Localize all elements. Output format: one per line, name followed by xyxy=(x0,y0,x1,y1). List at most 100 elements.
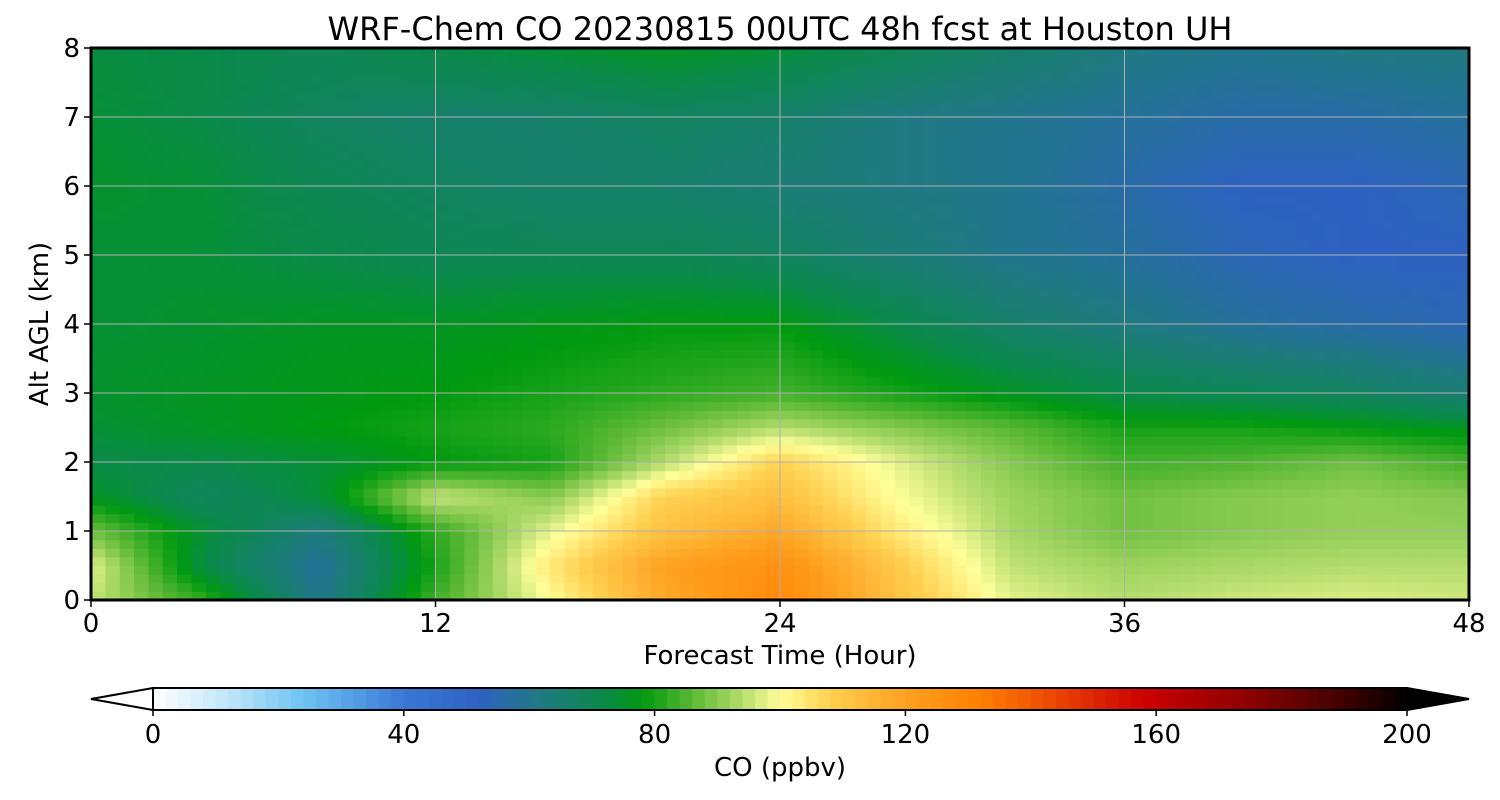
heatmap-cell xyxy=(478,582,494,592)
heatmap-cell xyxy=(378,56,394,66)
heatmap-cell xyxy=(378,168,394,178)
heatmap-cell xyxy=(923,237,939,247)
heatmap-cell xyxy=(1009,479,1025,489)
heatmap-cell xyxy=(550,65,566,75)
heatmap-cell xyxy=(1124,186,1140,196)
plot-area xyxy=(89,46,1471,602)
heatmap-cell xyxy=(1067,255,1083,265)
heatmap-cell xyxy=(105,470,121,480)
heatmap-cell xyxy=(550,332,566,342)
heatmap-cell xyxy=(909,56,925,66)
heatmap-cell xyxy=(507,306,523,316)
heatmap-cell xyxy=(550,513,566,523)
heatmap-cell xyxy=(722,255,738,265)
heatmap-cell xyxy=(277,496,293,506)
heatmap-cell xyxy=(665,341,681,351)
heatmap-cell xyxy=(679,306,695,316)
heatmap-cell xyxy=(909,341,925,351)
heatmap-cell xyxy=(665,556,681,567)
heatmap-cell xyxy=(464,203,480,213)
heatmap-cell xyxy=(320,298,336,308)
heatmap-cell xyxy=(837,272,853,282)
heatmap-cell xyxy=(105,496,121,506)
heatmap-cell xyxy=(736,548,752,558)
heatmap-cell xyxy=(521,82,537,92)
heatmap-cell xyxy=(579,272,594,282)
heatmap-cell xyxy=(923,358,939,368)
heatmap-cell xyxy=(1167,91,1183,101)
heatmap-cell xyxy=(550,384,566,394)
heatmap-cell xyxy=(521,341,537,351)
heatmap-cell xyxy=(148,556,164,567)
heatmap-cell xyxy=(765,470,781,480)
heatmap-cell xyxy=(1038,487,1054,498)
heatmap-cell xyxy=(478,539,494,549)
heatmap-cell xyxy=(507,289,523,299)
heatmap-cell xyxy=(794,496,810,506)
heatmap-cell xyxy=(1081,203,1097,213)
heatmap-cell xyxy=(966,289,982,299)
heatmap-cell xyxy=(1095,117,1111,127)
heatmap-cell xyxy=(679,574,695,584)
heatmap-cell xyxy=(148,246,164,256)
heatmap-cell xyxy=(507,246,523,256)
heatmap-cell xyxy=(650,591,666,601)
heatmap-cell xyxy=(1153,418,1169,429)
heatmap-cell xyxy=(134,574,150,584)
heatmap-cell xyxy=(449,65,465,75)
heatmap-cell xyxy=(406,56,422,66)
heatmap-cell xyxy=(736,470,752,480)
heatmap-cell xyxy=(248,186,264,196)
heatmap-cell xyxy=(1138,522,1154,532)
heatmap-cell xyxy=(535,539,551,549)
heatmap-cell xyxy=(406,367,422,377)
heatmap-cell xyxy=(1196,280,1212,291)
heatmap-cell xyxy=(607,358,623,368)
heatmap-cell xyxy=(837,125,853,135)
heatmap-cell xyxy=(91,142,106,153)
heatmap-cell xyxy=(564,487,580,498)
heatmap-cell xyxy=(607,548,623,558)
heatmap-cell xyxy=(837,289,853,299)
heatmap-cell xyxy=(191,505,207,515)
heatmap-cell xyxy=(406,332,422,342)
heatmap-cell xyxy=(1067,367,1083,377)
heatmap-cell xyxy=(622,574,638,584)
heatmap-cell xyxy=(234,462,250,472)
heatmap-cell xyxy=(952,134,968,144)
heatmap-cell xyxy=(134,315,150,325)
heatmap-cell xyxy=(492,142,508,153)
heatmap-cell xyxy=(248,444,264,454)
heatmap-cell xyxy=(751,539,767,549)
heatmap-cell xyxy=(191,418,207,429)
heatmap-cell xyxy=(980,513,996,523)
heatmap-cell xyxy=(119,151,135,161)
heatmap-cell xyxy=(105,194,121,204)
heatmap-cell xyxy=(1009,315,1025,325)
heatmap-cell xyxy=(277,367,293,377)
heatmap-cell xyxy=(435,375,451,385)
heatmap-cell xyxy=(550,522,566,532)
heatmap-cell xyxy=(851,142,867,153)
heatmap-cell xyxy=(105,298,121,308)
heatmap-cell xyxy=(363,125,379,135)
heatmap-cell xyxy=(521,73,537,84)
heatmap-cell xyxy=(966,436,982,446)
heatmap-cell xyxy=(794,427,810,437)
heatmap-cell xyxy=(363,513,379,523)
heatmap-cell xyxy=(335,539,350,549)
heatmap-cell xyxy=(220,246,236,256)
heatmap-cell xyxy=(966,315,982,325)
heatmap-cell xyxy=(363,410,379,420)
heatmap-cell xyxy=(406,418,422,429)
heatmap-cell xyxy=(406,289,422,299)
heatmap-cell xyxy=(966,168,982,178)
heatmap-cell xyxy=(521,315,537,325)
heatmap-cell xyxy=(392,401,408,411)
heatmap-cell xyxy=(880,151,896,161)
heatmap-cell xyxy=(780,393,795,403)
heatmap-cell xyxy=(980,324,996,334)
heatmap-cell xyxy=(277,289,293,299)
heatmap-cell xyxy=(464,73,480,84)
heatmap-cell xyxy=(162,237,178,247)
